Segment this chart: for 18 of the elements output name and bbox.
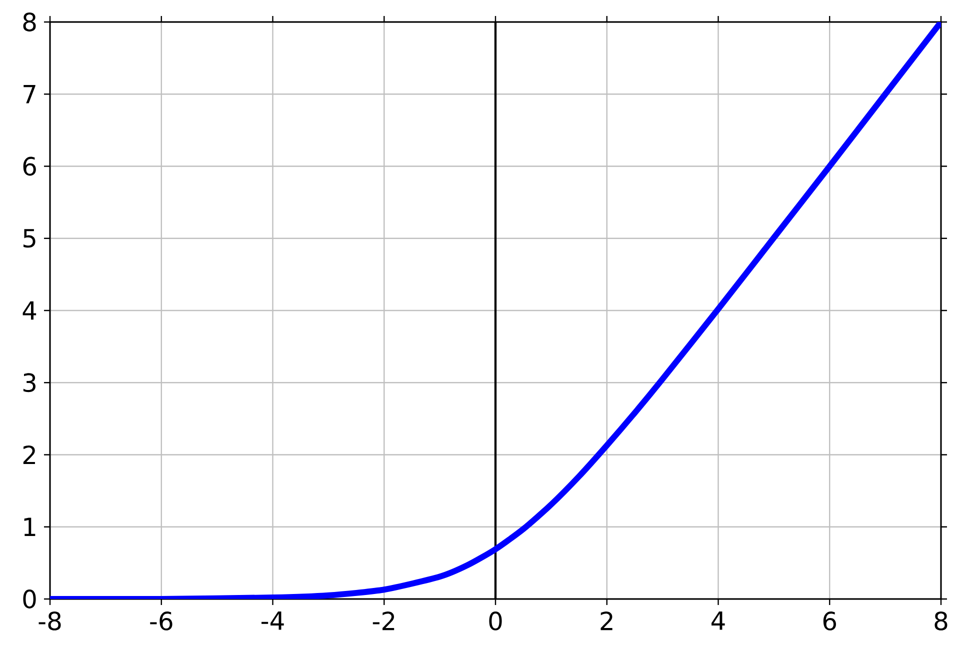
- y-tick-label: 0: [23, 590, 36, 608]
- y-tick-label: 7: [24, 85, 36, 104]
- x-tick-label: -6: [150, 612, 172, 630]
- y-tick-label: 4: [22, 301, 36, 320]
- x-tick-label: 2: [600, 612, 612, 630]
- y-tick-label: 3: [23, 373, 36, 392]
- x-tick-label: -8: [38, 612, 61, 630]
- x-tick-label: -4: [262, 612, 284, 630]
- y-tick-label: 6: [23, 156, 36, 176]
- y-tick-label: 8: [23, 12, 36, 32]
- x-tick-label: 8: [934, 612, 948, 630]
- x-tick-label: 6: [823, 612, 836, 630]
- y-tick-label: 5: [23, 229, 36, 248]
- x-tick-label: 0: [489, 612, 502, 630]
- y-tick-label: 2: [23, 445, 35, 464]
- x-tick-label: -2: [372, 612, 394, 630]
- x-tick-label: 4: [712, 612, 725, 630]
- y-tick-label: 1: [24, 518, 36, 536]
